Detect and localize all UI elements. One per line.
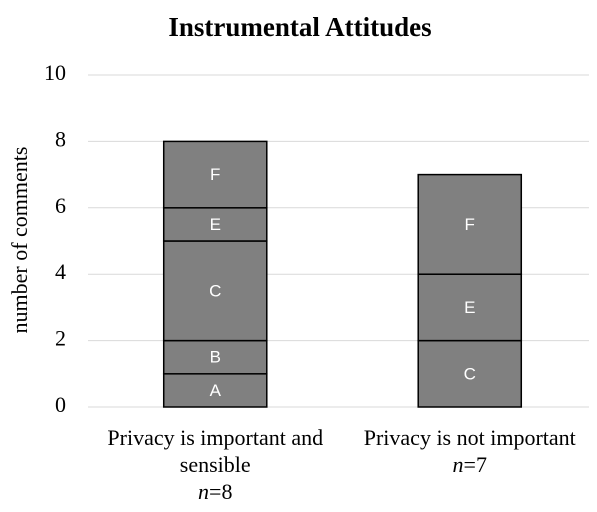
segment-label: B (210, 348, 221, 367)
segment-label: E (210, 215, 221, 234)
y-tick-label: 6 (55, 193, 66, 218)
x-tick-label: Privacy is important and sensible (107, 425, 323, 477)
segment-label: C (209, 281, 221, 300)
segment-label: F (465, 215, 475, 234)
segment-label: E (464, 298, 475, 317)
y-tick-label: 10 (44, 60, 66, 85)
y-tick-label: 8 (55, 126, 66, 151)
x-tick-note: n=7 (453, 452, 487, 477)
bar-segment (417, 339, 523, 408)
segment-label: A (210, 381, 222, 400)
segment-label: F (210, 165, 220, 184)
bar-segment (162, 240, 268, 342)
y-axis-label: number of comments (7, 147, 32, 334)
chart-title: Instrumental Attitudes (168, 12, 431, 42)
x-tick-note: n=8 (198, 479, 232, 504)
bar-segment (417, 173, 523, 275)
y-tick-label: 2 (55, 326, 66, 351)
bar-segment (162, 339, 268, 375)
segment-label: C (464, 364, 476, 383)
y-tick-label: 4 (55, 259, 66, 284)
x-tick-label: Privacy is not important (364, 425, 576, 450)
bar-segment (417, 273, 523, 342)
bar-segment (162, 140, 268, 209)
y-tick-label: 0 (55, 392, 66, 417)
